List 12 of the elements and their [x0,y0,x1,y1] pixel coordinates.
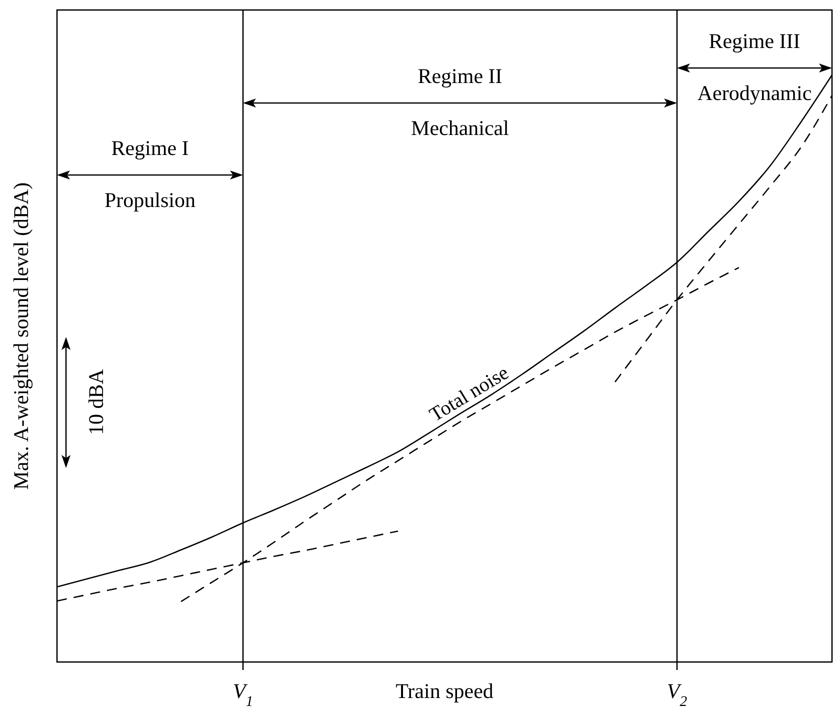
annotation: Propulsion [104,188,196,212]
annotation: Mechanical [411,116,510,140]
annotation: Regime I [111,136,189,160]
x-axis-title: Train speed [396,679,494,703]
x-tick-label: V$_{2}$ [666,679,688,710]
text: Total noise [426,362,513,426]
x-tick-label: V$_{1}$ [232,679,254,710]
text: Regime III [708,29,800,53]
annotation: 10 dBA [84,368,108,435]
annotation: Aerodynamic [697,81,812,105]
y-axis-title: Max. A-weighted sound level (dBA) [9,182,33,490]
annotation: Regime II [418,64,502,88]
